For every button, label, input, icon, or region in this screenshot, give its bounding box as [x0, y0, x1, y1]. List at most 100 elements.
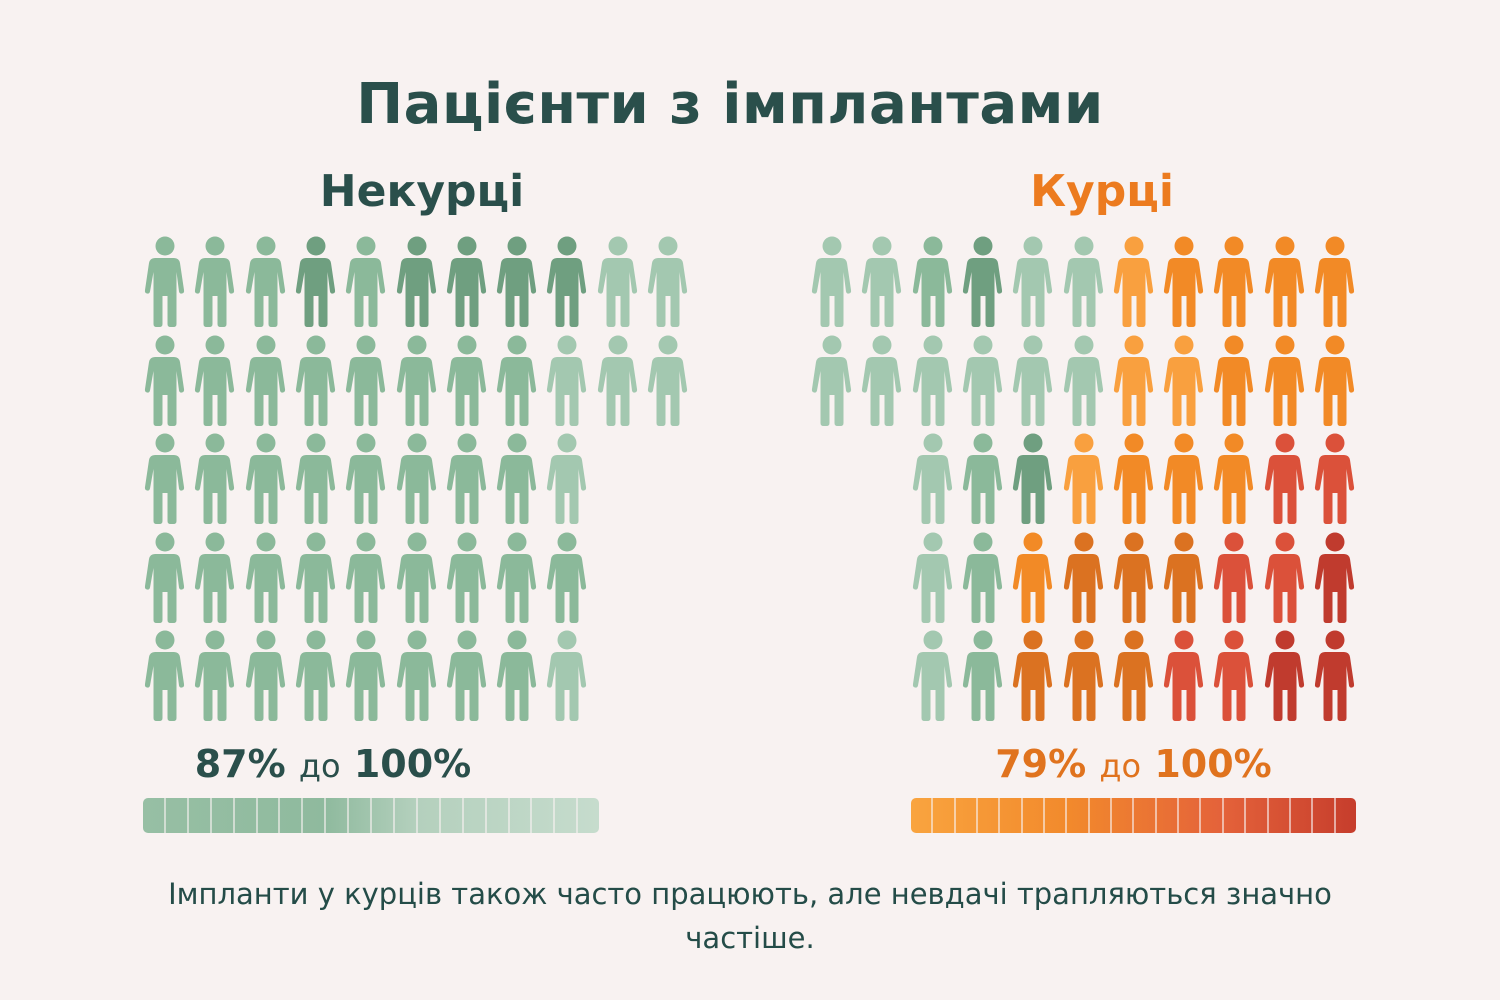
person-body — [547, 258, 587, 327]
person-body — [396, 455, 436, 524]
person-head — [1174, 236, 1194, 256]
person-icon — [1062, 236, 1106, 328]
person-head — [1124, 335, 1144, 354]
bar-segment — [1157, 798, 1180, 833]
person-icon — [1062, 335, 1106, 427]
person-icon — [1011, 532, 1055, 624]
person-head — [1074, 335, 1093, 354]
person-head — [356, 433, 376, 453]
person-body — [1264, 258, 1304, 327]
person-icon — [1162, 532, 1206, 624]
person-head — [205, 532, 225, 551]
range-max: 100% — [353, 742, 472, 786]
person-icon — [344, 236, 388, 328]
person-head — [1074, 433, 1093, 453]
person-body — [295, 258, 335, 327]
person-head — [1275, 335, 1295, 354]
person-icon — [1212, 433, 1256, 525]
person-head — [256, 630, 276, 650]
person-body — [1013, 258, 1053, 327]
person-head — [973, 335, 993, 354]
person-body — [547, 356, 587, 426]
person-head — [407, 433, 426, 453]
person-head — [1325, 532, 1345, 551]
person-head — [356, 335, 376, 354]
person-body — [547, 455, 587, 524]
person-icon — [911, 532, 955, 624]
person-icon — [294, 630, 338, 722]
person-body — [497, 553, 537, 623]
person-icon — [1263, 630, 1307, 722]
person-head — [608, 335, 628, 354]
bar-segment — [1246, 798, 1269, 833]
bar-segment — [372, 798, 395, 833]
bar-segment — [1313, 798, 1336, 833]
bar-segment — [1090, 798, 1113, 833]
bar-segment — [978, 798, 1001, 833]
person-icon — [1062, 433, 1106, 525]
person-head — [557, 433, 577, 453]
person-icon — [911, 433, 955, 525]
person-head — [1224, 335, 1244, 354]
bar-segment — [933, 798, 956, 833]
bar-segment — [1134, 798, 1157, 833]
person-head — [155, 335, 175, 354]
person-icon — [193, 335, 237, 427]
person-icon — [143, 433, 187, 525]
person-body — [1013, 652, 1053, 721]
person-head — [1325, 236, 1345, 256]
person-body — [1113, 553, 1153, 623]
person-head — [1325, 335, 1345, 354]
bar-segment — [510, 798, 533, 833]
person-icon — [143, 335, 187, 427]
person-icon — [646, 335, 690, 427]
person-body — [862, 258, 902, 327]
person-body — [811, 356, 852, 426]
person-head — [155, 532, 175, 551]
bar-segment — [395, 798, 418, 833]
person-icon — [1162, 335, 1206, 427]
bar-segment — [1023, 798, 1046, 833]
person-head — [205, 236, 225, 256]
person-body — [346, 356, 386, 426]
person-body — [1314, 652, 1355, 721]
person-icon — [495, 433, 539, 525]
person-head — [1074, 532, 1093, 551]
person-head — [256, 335, 276, 354]
person-body — [144, 652, 185, 721]
person-icon — [344, 532, 388, 624]
person-icon — [344, 433, 388, 525]
bar-segment — [555, 798, 579, 833]
group-title-smokers: Курці — [1030, 166, 1174, 217]
person-body — [647, 258, 688, 327]
person-body — [1063, 455, 1103, 524]
person-head — [1174, 630, 1194, 650]
person-icon — [1011, 630, 1055, 722]
person-head — [205, 335, 225, 354]
person-icon — [495, 236, 539, 328]
person-body — [195, 553, 235, 623]
person-head — [822, 335, 842, 354]
person-body — [396, 356, 436, 426]
bar-segment — [441, 798, 464, 833]
person-icon — [445, 532, 489, 624]
person-icon — [1162, 433, 1206, 525]
person-body — [862, 356, 902, 426]
person-body — [144, 356, 185, 426]
person-icon — [1062, 532, 1106, 624]
person-icon — [495, 532, 539, 624]
person-body — [144, 455, 185, 524]
person-icon — [1011, 236, 1055, 328]
bar-segment — [487, 798, 510, 833]
person-body — [1314, 455, 1355, 524]
person-icon — [646, 236, 690, 328]
person-icon — [193, 630, 237, 722]
person-body — [195, 652, 235, 721]
person-icon — [545, 433, 589, 525]
bar-segment — [1179, 798, 1202, 833]
person-body — [295, 356, 335, 426]
person-icon — [395, 236, 439, 328]
person-icon — [961, 236, 1005, 328]
range-label-nonsmokers: 87% до 100% — [143, 742, 523, 786]
person-icon — [294, 433, 338, 525]
